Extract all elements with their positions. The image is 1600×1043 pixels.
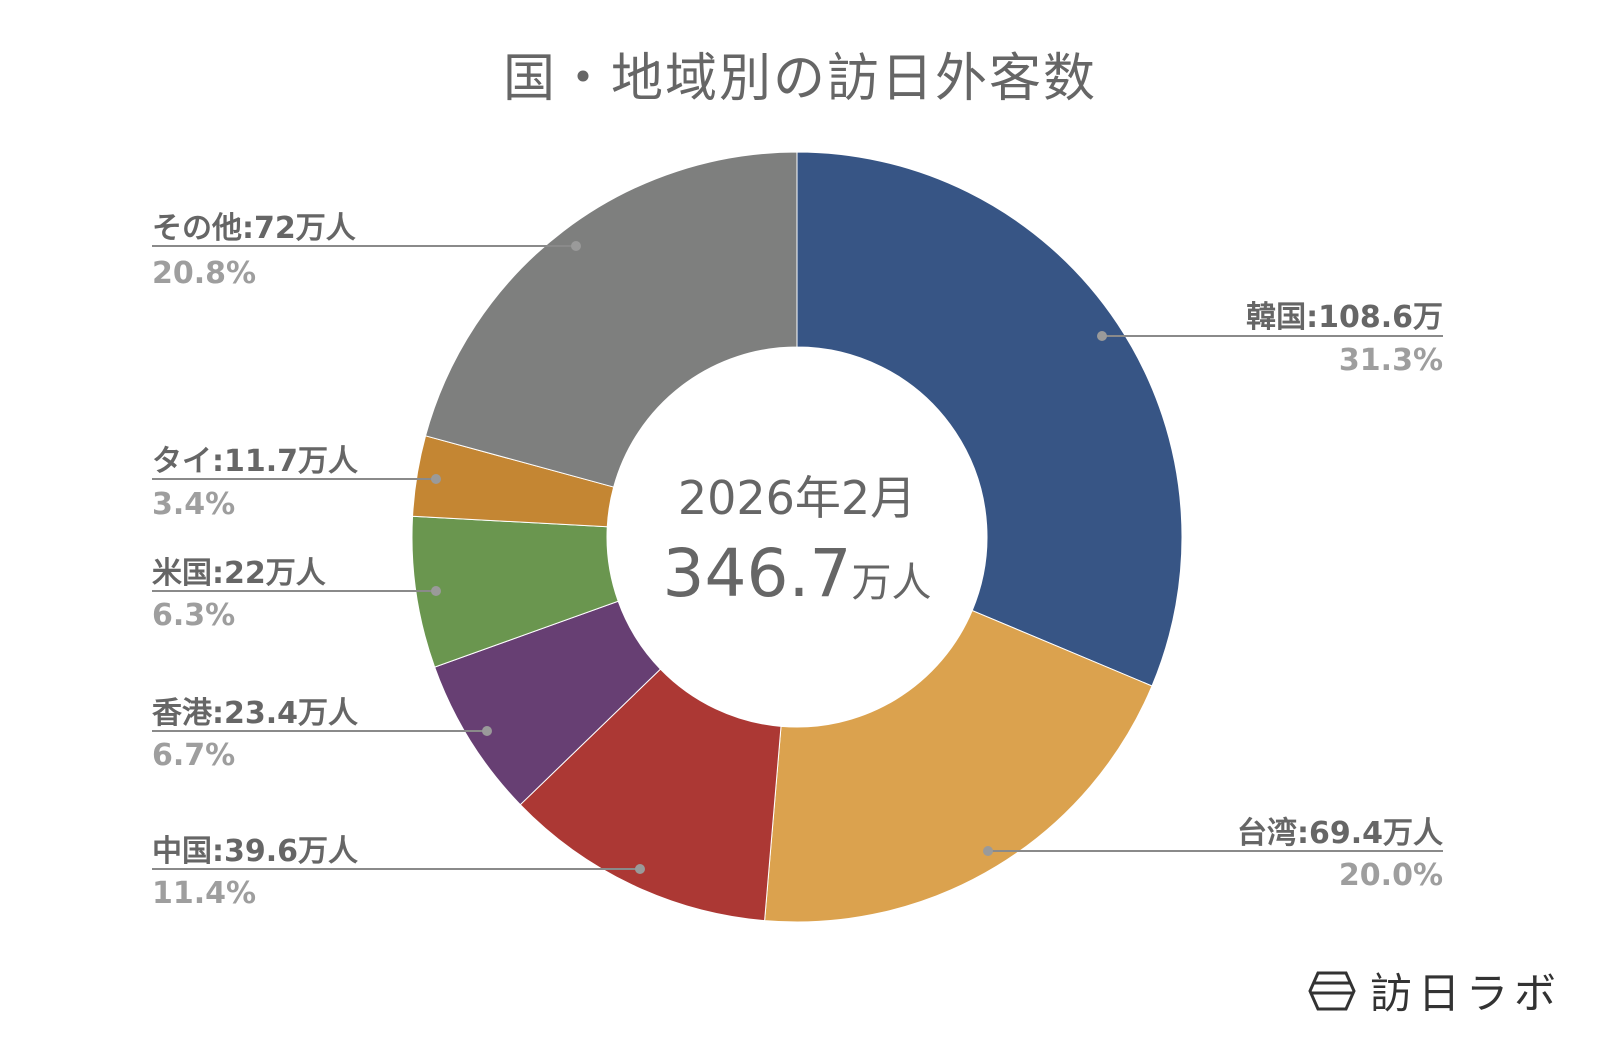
label-taiwan: 台湾:69.4万人 bbox=[1236, 816, 1443, 851]
leader-dot-taiwan bbox=[983, 846, 993, 856]
brand-name: 訪日ラボ bbox=[1370, 969, 1563, 1018]
label-hongkong: 香港:23.4万人 bbox=[152, 696, 359, 731]
brand-logo: 訪日ラボ bbox=[1308, 960, 1562, 1021]
leader-dot-thailand bbox=[431, 474, 441, 484]
slice-china bbox=[519, 668, 782, 922]
leader-line-usa bbox=[152, 590, 436, 592]
label-korea: 韓国:108.6万 bbox=[1246, 300, 1443, 335]
slice-taiwan bbox=[764, 609, 1153, 923]
pct-thailand: 3.4% bbox=[152, 487, 236, 522]
leader-line-taiwan bbox=[988, 850, 1443, 852]
label-china: 中国:39.6万人 bbox=[152, 834, 359, 869]
leader-dot-usa bbox=[431, 586, 441, 596]
hexagon-logo-icon bbox=[1308, 971, 1356, 1010]
leader-dot-hongkong bbox=[482, 726, 492, 736]
leader-line-other bbox=[152, 245, 576, 247]
leader-dot-korea bbox=[1097, 331, 1107, 341]
label-other: その他:72万人 bbox=[152, 211, 356, 246]
slice-other bbox=[424, 151, 798, 488]
leader-line-thailand bbox=[152, 478, 436, 480]
pct-usa: 6.3% bbox=[152, 598, 236, 633]
pct-korea: 31.3% bbox=[1338, 343, 1443, 378]
center-total-unit: 万人 bbox=[851, 560, 932, 606]
center-period: 2026年2月 bbox=[677, 471, 917, 525]
leader-line-china bbox=[152, 868, 640, 870]
chart-title: 国・地域別の訪日外客数 bbox=[502, 49, 1097, 109]
leader-line-hongkong bbox=[152, 730, 487, 732]
leader-line-korea bbox=[1101, 335, 1443, 337]
leader-dot-other bbox=[571, 241, 581, 251]
label-usa: 米国:22万人 bbox=[152, 556, 326, 591]
pct-hongkong: 6.7% bbox=[152, 738, 236, 773]
center-total: 346.7万人 bbox=[597, 535, 997, 612]
slice-korea bbox=[796, 151, 1183, 687]
label-thailand: タイ:11.7万人 bbox=[152, 444, 359, 479]
pct-china: 11.4% bbox=[152, 876, 257, 911]
pct-taiwan: 20.0% bbox=[1338, 858, 1443, 893]
center-total-value: 346.7 bbox=[662, 535, 852, 612]
leader-dot-china bbox=[635, 864, 645, 874]
pct-other: 20.8% bbox=[152, 256, 257, 291]
